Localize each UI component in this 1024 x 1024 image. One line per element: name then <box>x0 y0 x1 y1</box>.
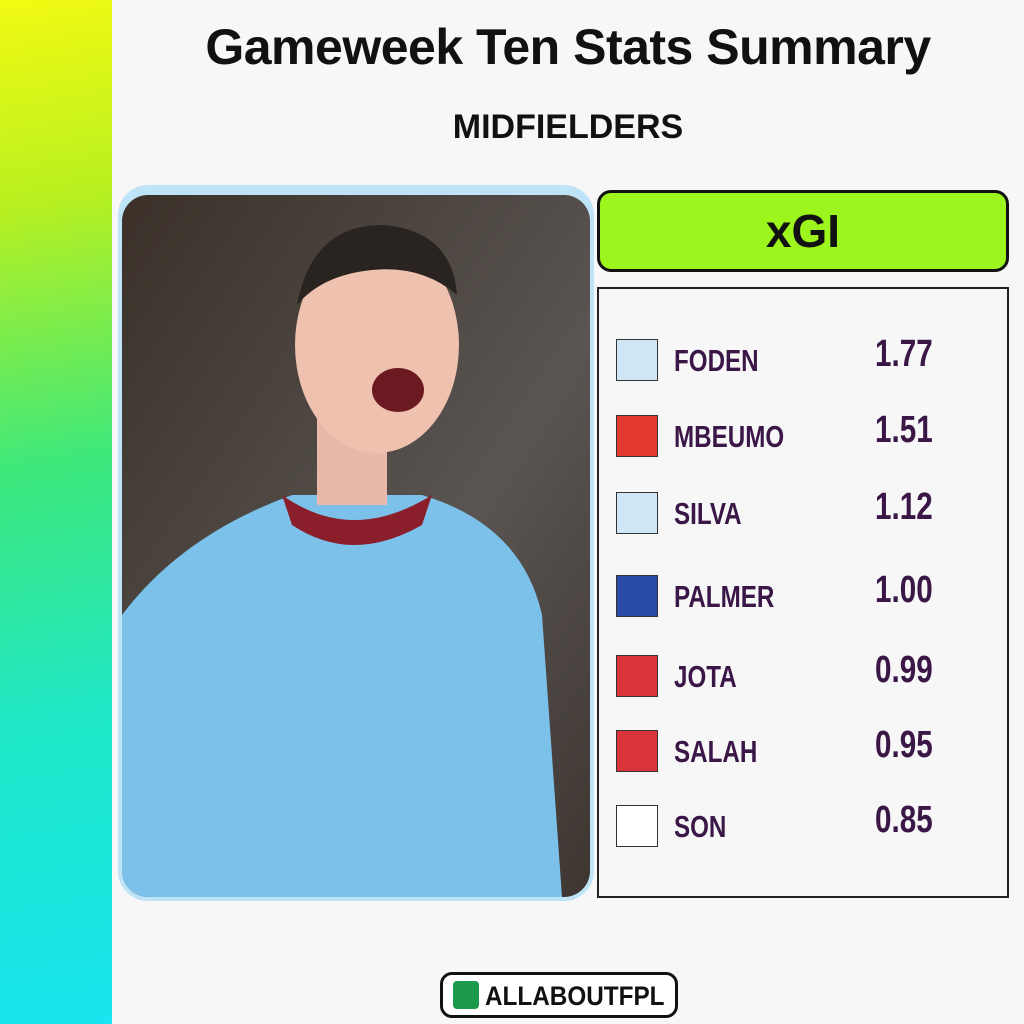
xgi-value: 0.99 <box>875 649 933 691</box>
player-name: PALMER <box>674 579 775 614</box>
side-strip <box>0 0 112 1024</box>
table-row: PALMER 1.00 <box>599 569 1007 619</box>
brand-name: ALLABOUTFPL <box>485 981 665 1011</box>
xgi-value: 1.77 <box>875 333 933 375</box>
stats-table: FODEN 1.77 MBEUMO 1.51 SILVA 1.12 PALMER 1.0… <box>597 287 1009 898</box>
player-name: JOTA <box>674 659 737 694</box>
xgi-value: 0.85 <box>875 799 933 841</box>
xgi-value: 1.00 <box>875 569 933 611</box>
table-row: SALAH 0.95 <box>599 724 1007 774</box>
club-badge <box>616 339 658 381</box>
club-badge <box>616 730 658 772</box>
player-name: MBEUMO <box>674 419 785 454</box>
table-row: JOTA 0.99 <box>599 649 1007 699</box>
table-row: SON 0.85 <box>599 799 1007 849</box>
table-row: SILVA 1.12 <box>599 486 1007 536</box>
player-photo <box>118 185 594 901</box>
player-name: SILVA <box>674 496 742 531</box>
metric-header: xGI <box>597 190 1009 272</box>
photo-art <box>122 195 590 897</box>
brand-logo: ALLABOUTFPL <box>440 972 678 1018</box>
player-name: SON <box>674 809 727 844</box>
club-badge <box>616 575 658 617</box>
brand-icon <box>453 981 479 1009</box>
player-name: SALAH <box>674 734 758 769</box>
table-row: MBEUMO 1.51 <box>599 409 1007 459</box>
club-badge <box>616 655 658 697</box>
club-badge <box>616 805 658 847</box>
title: Gameweek Ten Stats Summary <box>205 19 931 75</box>
player-name: FODEN <box>674 343 759 378</box>
club-badge <box>616 415 658 457</box>
table-row: FODEN 1.77 <box>599 333 1007 383</box>
xgi-value: 0.95 <box>875 724 933 766</box>
xgi-value: 1.12 <box>875 486 933 528</box>
subtitle: MIDFIELDERS <box>452 108 684 146</box>
xgi-value: 1.51 <box>875 409 933 451</box>
club-badge <box>616 492 658 534</box>
